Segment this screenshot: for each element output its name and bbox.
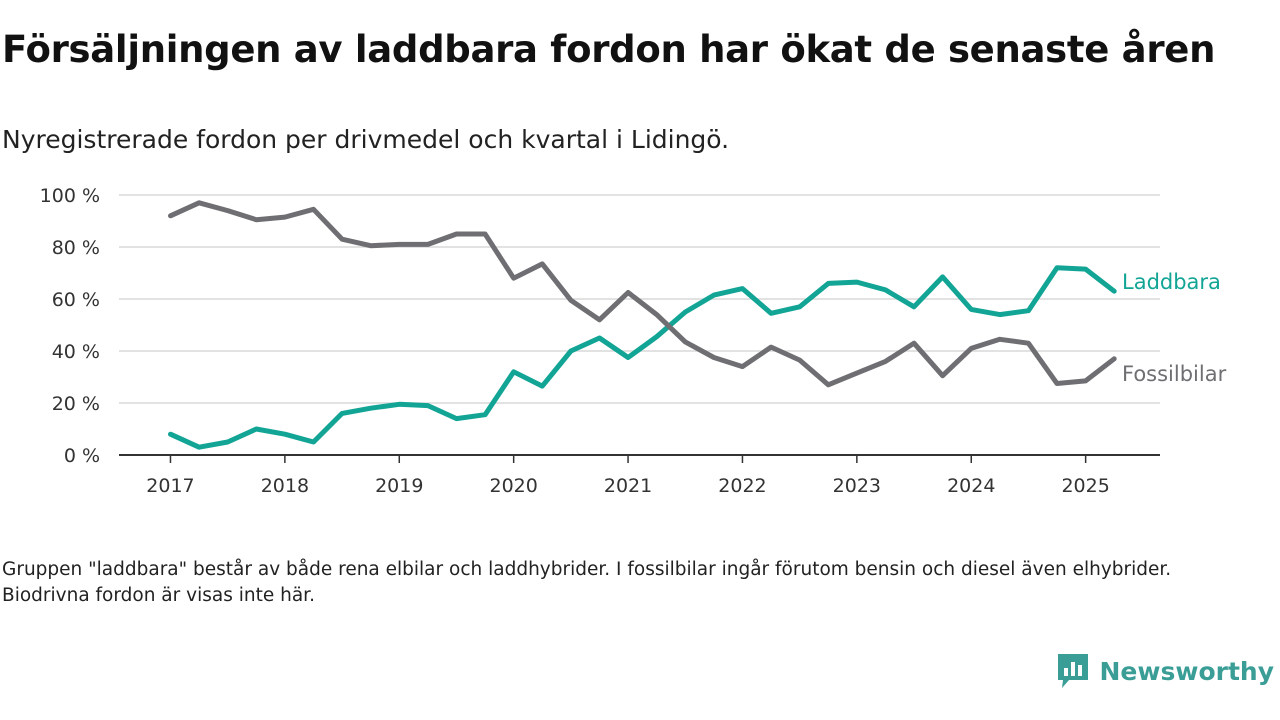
brand[interactable]: Newsworthy [1056, 652, 1275, 690]
x-tick-label: 2020 [489, 475, 537, 497]
footnote: Gruppen "laddbara" består av både rena e… [2, 559, 1172, 606]
series-line-fossilbilar [168, 200, 1117, 388]
y-tick-label: 80 % [52, 237, 100, 259]
x-tick-label: 2018 [261, 475, 309, 497]
x-tick-label: 2017 [146, 475, 194, 497]
y-tick-label: 20 % [52, 393, 100, 415]
x-tick-label: 2019 [375, 475, 423, 497]
page-subtitle: Nyregistrerade fordon per drivmedel och … [2, 125, 730, 154]
x-tick-label: 2022 [718, 475, 766, 497]
y-tick-label: 0 % [64, 445, 100, 467]
y-tick-label: 40 % [52, 341, 100, 363]
series-labels: Laddbara Fossilbilar [1122, 270, 1227, 386]
newsworthy-logo-icon [1057, 654, 1088, 688]
series-label-laddbara: Laddbara [1122, 270, 1221, 294]
page-title: Försäljningen av laddbara fordon har öka… [2, 28, 1216, 71]
x-tick-label: 2021 [604, 475, 652, 497]
x-tick-label: 2024 [947, 475, 995, 497]
series-lines [168, 200, 1117, 450]
y-tick-label: 60 % [52, 289, 100, 311]
axes: 0 % 20 % 40 % 60 % 80 % 100 % 2017 2018 2019 2020… [40, 185, 1160, 497]
brand-name: Newsworthy [1099, 656, 1275, 686]
x-tick-label: 2023 [833, 475, 881, 497]
line-chart: 0 % 20 % 40 % 60 % 80 % 100 % 2017 2018 2019 2020… [40, 185, 1227, 497]
x-tick-label: 2025 [1061, 475, 1109, 497]
y-tick-label: 100 % [40, 185, 100, 207]
series-label-fossilbilar: Fossilbilar [1122, 362, 1227, 386]
series-line-laddbara [168, 265, 1117, 450]
